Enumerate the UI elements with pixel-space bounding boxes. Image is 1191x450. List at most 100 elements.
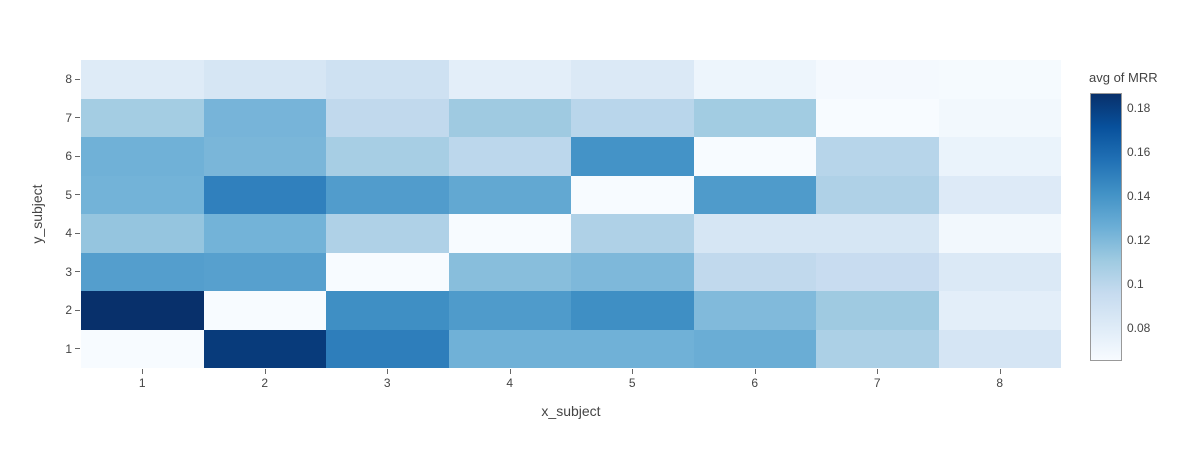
heatmap-cell[interactable] [693,214,816,253]
heatmap-cell[interactable] [326,214,449,253]
heatmap-cell[interactable] [448,291,571,330]
heatmap-cell[interactable] [81,214,204,253]
heatmap-cell[interactable] [81,60,204,99]
y-tick-mark [75,155,80,157]
heatmap-cell[interactable] [938,329,1061,368]
heatmap-cell[interactable] [571,329,694,368]
heatmap-cell[interactable] [693,329,816,368]
heatmap-cell[interactable] [203,214,326,253]
x-tick-label: 3 [383,376,391,390]
heatmap-cell[interactable] [938,60,1061,99]
heatmap-cell[interactable] [816,252,939,291]
heatmap-cell[interactable] [326,60,449,99]
heatmap-cell[interactable] [816,98,939,137]
y-tick-mark [75,232,80,234]
x-tick-mark [264,369,266,374]
heatmap-cell[interactable] [571,175,694,214]
heatmap-cell[interactable] [571,214,694,253]
heatmap-cell[interactable] [571,291,694,330]
y-tick-label: 6 [65,149,72,164]
x-tick-mark [387,369,389,374]
y-tick-mark [75,309,80,311]
y-tick-label: 4 [65,226,72,241]
y-tick-label: 2 [65,303,72,318]
heatmap-cell[interactable] [693,252,816,291]
heatmap-cell[interactable] [448,329,571,368]
colorbar-title: avg of MRR [1089,70,1158,85]
heatmap-cell[interactable] [693,60,816,99]
heatmap-cell[interactable] [816,60,939,99]
heatmap-cell[interactable] [81,98,204,137]
heatmap-cell[interactable] [203,329,326,368]
heatmap-cell[interactable] [816,329,939,368]
colorbar-tick-label: 0.18 [1127,101,1151,116]
heatmap-cell[interactable] [938,175,1061,214]
heatmap-cell[interactable] [571,252,694,291]
heatmap-plot-area[interactable] [81,60,1061,368]
heatmap-cell[interactable] [326,329,449,368]
heatmap-cell[interactable] [938,214,1061,253]
x-tick-mark [877,369,879,374]
heatmap-cell[interactable] [81,291,204,330]
heatmap-cell[interactable] [693,137,816,176]
x-tick-label: 8 [996,376,1004,390]
heatmap-cell[interactable] [81,175,204,214]
heatmap-cell[interactable] [448,98,571,137]
x-tick-mark [754,369,756,374]
heatmap-cell[interactable] [326,137,449,176]
y-tick-label: 5 [65,187,72,202]
y-tick-mark [75,348,80,350]
x-tick-label: 2 [261,376,269,390]
x-tick-label: 7 [873,376,881,390]
y-tick-label: 8 [65,72,72,87]
heatmap-cell[interactable] [816,214,939,253]
heatmap-cell[interactable] [203,137,326,176]
x-tick-mark [142,369,144,374]
x-tick-mark [509,369,511,374]
heatmap-cell[interactable] [203,98,326,137]
heatmap-cell[interactable] [693,291,816,330]
heatmap-cell[interactable] [326,98,449,137]
y-tick-label: 3 [65,264,72,279]
heatmap-cell[interactable] [448,60,571,99]
heatmap-cell[interactable] [203,252,326,291]
y-tick-mark [75,78,80,80]
heatmap-cell[interactable] [693,175,816,214]
heatmap-cell[interactable] [326,252,449,291]
heatmap-cell[interactable] [571,60,694,99]
heatmap-cell[interactable] [938,252,1061,291]
colorbar-gradient [1090,93,1122,361]
heatmap-cell[interactable] [816,175,939,214]
y-tick-label: 7 [65,110,72,125]
heatmap-cell[interactable] [326,291,449,330]
heatmap-cell[interactable] [203,175,326,214]
heatmap-cell[interactable] [571,98,694,137]
heatmap-cell[interactable] [448,137,571,176]
x-tick-label: 1 [138,376,146,390]
y-tick-mark [75,194,80,196]
heatmap-cell[interactable] [448,252,571,291]
colorbar-tick-label: 0.08 [1127,321,1151,336]
x-tick-mark [632,369,634,374]
heatmap-cell[interactable] [203,291,326,330]
colorbar-tick-label: 0.16 [1127,145,1151,160]
heatmap-cell[interactable] [816,137,939,176]
heatmap-cell[interactable] [448,175,571,214]
heatmap-cell[interactable] [571,137,694,176]
heatmap-cell[interactable] [326,175,449,214]
heatmap-cell[interactable] [203,60,326,99]
heatmap-cell[interactable] [938,291,1061,330]
heatmap-cell[interactable] [81,252,204,291]
x-tick-label: 5 [628,376,636,390]
heatmap-cell[interactable] [81,329,204,368]
heatmap-cell[interactable] [816,291,939,330]
heatmap-cell[interactable] [938,137,1061,176]
heatmap-cell[interactable] [693,98,816,137]
heatmap-cell[interactable] [81,137,204,176]
heatmap-cell[interactable] [938,98,1061,137]
y-tick-label: 1 [65,341,72,356]
y-axis-title: y_subject [29,184,45,244]
heatmap-cell[interactable] [448,214,571,253]
y-tick-mark [75,117,80,119]
